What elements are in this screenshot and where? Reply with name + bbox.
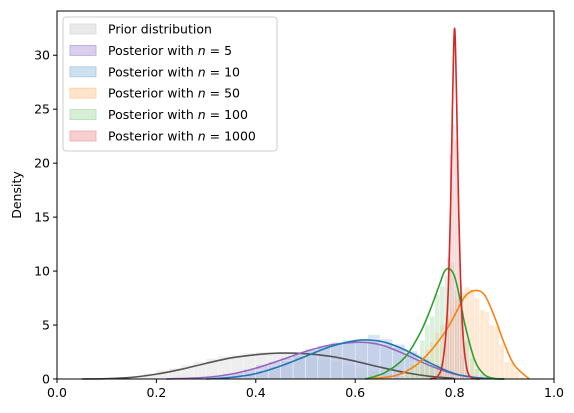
y-axis-label: Density [9, 171, 24, 219]
density-curve-0 [81, 352, 455, 380]
x-tick-label: 0.8 [445, 385, 465, 400]
hist-bar [489, 324, 495, 380]
legend-swatch [69, 45, 97, 56]
hist-bar [451, 124, 455, 380]
x-tick-label: 0.6 [345, 385, 365, 400]
y-tick-label: 10 [34, 264, 50, 279]
legend-swatch [69, 23, 97, 35]
y-axis: 0 5 10 15 20 25 30 [34, 48, 57, 387]
hist-bar [354, 340, 368, 380]
hist-bar [454, 140, 458, 380]
legend-label: Posterior with n = 10 [108, 64, 240, 79]
hist-bar [513, 370, 520, 380]
y-tick-label: 20 [34, 156, 50, 171]
legend-label: Posterior with n = 1000 [108, 129, 256, 144]
legend-label: Posterior with n = 5 [108, 43, 232, 58]
x-tick-label: 0.0 [47, 385, 67, 400]
y-tick-label: 0 [42, 372, 50, 387]
hist-bar [484, 311, 490, 380]
x-tick-label: 1.0 [544, 385, 564, 400]
x-tick-label: 0.4 [246, 385, 266, 400]
density-curve-2 [206, 339, 505, 380]
legend-swatch [69, 130, 97, 142]
density-curve-5 [429, 27, 480, 380]
y-tick-label: 30 [34, 48, 50, 63]
density-curve-1 [166, 341, 505, 380]
legend-label: Prior distribution [108, 22, 212, 37]
legend-swatch [69, 109, 97, 120]
plot-frame [56, 10, 555, 380]
hist-bar [330, 342, 344, 380]
legend: Prior distribution Posterior with n = 5 Po… [62, 16, 278, 152]
hist-bar [494, 325, 500, 380]
legend-swatch [69, 87, 97, 99]
hist-bar [499, 344, 505, 380]
legend-box [62, 16, 278, 152]
density-curve-3 [365, 289, 530, 380]
histogram-layer [106, 124, 525, 380]
x-tick-label: 0.2 [146, 385, 166, 400]
hist-bar [504, 361, 510, 380]
legend-label: Posterior with n = 100 [108, 107, 248, 122]
hist-bar [409, 362, 416, 380]
density-curve-layer [81, 27, 530, 380]
y-tick-label: 5 [42, 318, 50, 333]
legend-label: Posterior with n = 50 [108, 86, 240, 101]
x-axis: 0.0 0.2 0.4 0.6 0.8 1.0 [47, 379, 564, 400]
hist-group-2 [230, 334, 480, 380]
y-tick-label: 25 [34, 102, 50, 117]
legend-swatch [69, 66, 97, 78]
y-tick-label: 15 [34, 210, 50, 225]
